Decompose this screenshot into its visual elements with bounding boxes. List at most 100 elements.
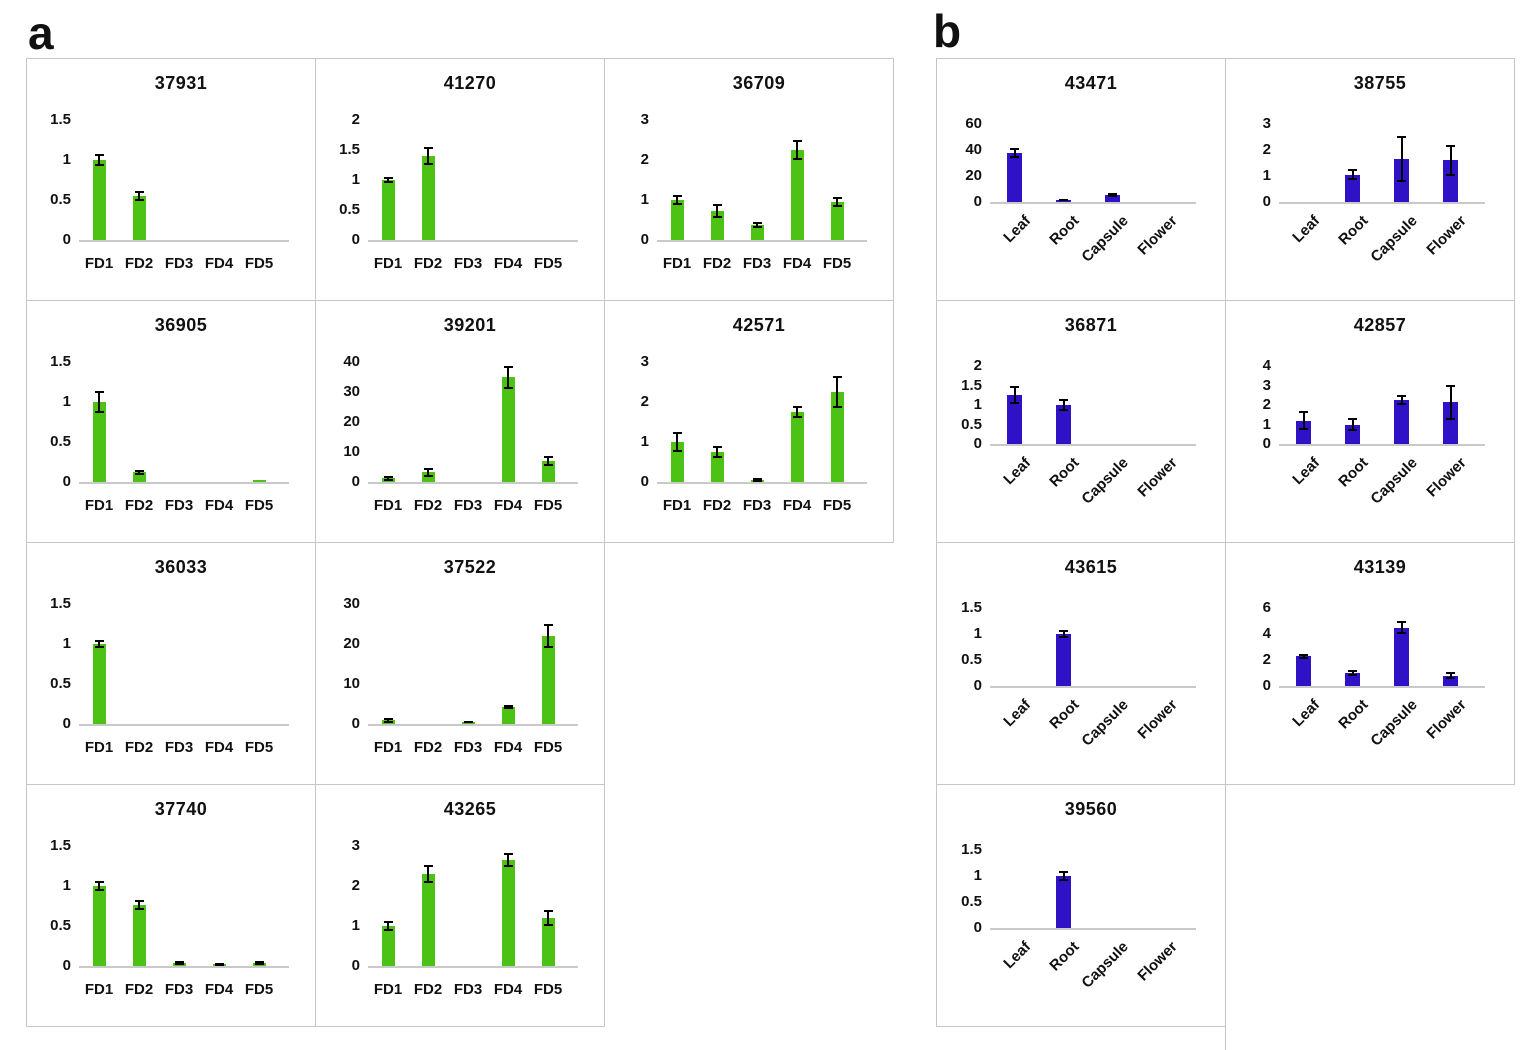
x-tick-label: FD1 <box>373 739 403 756</box>
error-bar-cap <box>134 908 144 911</box>
x-axis-baseline <box>990 444 1196 446</box>
error-bar-cap <box>383 929 393 931</box>
error-bar-cap <box>1299 410 1308 413</box>
bar-Flower <box>1443 675 1458 686</box>
x-axis-baseline <box>368 240 578 242</box>
error-bar-cap <box>712 445 722 448</box>
error-bar-cap <box>1299 653 1308 656</box>
error-bar <box>427 866 429 882</box>
y-tick-label: 0.5 <box>961 651 982 668</box>
y-tick-label: 2 <box>351 877 360 894</box>
error-bar <box>507 854 509 866</box>
x-tick-label: Leaf <box>999 938 1034 973</box>
bar-Capsule <box>1105 194 1120 202</box>
error-bar <box>1400 396 1403 405</box>
x-tick-label: FD4 <box>782 255 812 272</box>
error-bar-cap <box>543 623 553 626</box>
error-bar-cap <box>1299 428 1308 431</box>
x-tick-label: FD3 <box>164 255 194 272</box>
y-tick-label: 0.5 <box>961 415 982 433</box>
error-bar-cap <box>712 204 722 207</box>
error-bar-cap <box>1348 669 1357 672</box>
error-bar-cap <box>1299 656 1308 659</box>
error-bar-cap <box>94 154 104 157</box>
chart-cell-37740: 37740 0 0.5 1 1.5 FD1 FD2 FD3 FD4 FD5 <box>26 784 316 1027</box>
error-bar-cap <box>503 865 513 867</box>
y-tick-label: 1 <box>62 635 71 652</box>
bar-FD4 <box>501 707 515 724</box>
y-tick-label: 2 <box>351 111 360 128</box>
error-bar <box>387 719 389 722</box>
error-bar-cap <box>503 705 513 708</box>
x-tick-label: Capsule <box>1078 696 1132 750</box>
error-bar <box>1400 137 1403 182</box>
error-bar <box>1449 146 1452 175</box>
bar-FD2 <box>132 196 146 240</box>
chart-cell-37931: 37931 0 0.5 1 1.5 FD1 FD2 FD3 FD4 FD5 <box>26 58 316 301</box>
error-bar-cap <box>383 921 393 923</box>
y-tick-label: 0 <box>351 715 360 732</box>
error-bar <box>138 470 140 474</box>
y-tick-label: 4 <box>1262 625 1271 642</box>
chart-title: 37931 <box>154 73 208 93</box>
bar-Root <box>1056 876 1071 928</box>
error-bar-cap <box>1348 674 1357 677</box>
y-tick-label: 1 <box>640 191 649 208</box>
error-bar <box>547 457 549 465</box>
y-tick-label: 0 <box>640 231 649 248</box>
x-axis-baseline <box>79 240 289 242</box>
error-bar <box>98 882 100 890</box>
y-tick-label: 0 <box>62 231 71 248</box>
chart-title: 38755 <box>1353 73 1407 93</box>
y-tick-label: 3 <box>1262 115 1271 132</box>
error-bar-cap <box>503 386 513 389</box>
error-bar-cap <box>832 406 842 409</box>
y-tick-label: 0.5 <box>961 893 982 910</box>
x-tick-label: Leaf <box>1288 696 1323 731</box>
error-bar-cap <box>383 181 393 184</box>
x-tick-label: FD5 <box>244 497 274 514</box>
y-tick-label: 0 <box>1262 677 1271 694</box>
error-bar-cap <box>543 456 553 459</box>
y-tick-label: 0 <box>351 957 360 974</box>
x-tick-label: FD2 <box>413 255 443 272</box>
error-bar-cap <box>1010 155 1019 158</box>
error-bar <box>98 640 100 648</box>
error-bar <box>138 901 140 910</box>
y-tick-label: 20 <box>343 413 360 430</box>
x-tick-label: FD4 <box>204 981 234 998</box>
error-bar-cap <box>1397 632 1406 635</box>
x-tick-label: FD2 <box>124 981 154 998</box>
chart-title: 42571 <box>732 315 786 335</box>
error-bar-cap <box>752 221 762 224</box>
bar-FD5 <box>541 918 555 966</box>
chart-cell-36871: 36871 0 0.5 1 1.5 2 Leaf Root Capsule Flower <box>936 300 1226 543</box>
chart-cell-38755: 38755 0 1 2 3 Leaf Root Capsule Flower <box>1225 58 1515 301</box>
error-bar-cap <box>503 853 513 855</box>
x-tick-label: Flower <box>1134 454 1181 501</box>
error-bar <box>507 366 509 388</box>
y-tick-label: 1.5 <box>961 841 982 858</box>
chart-cell-43265: 43265 0 1 2 3 FD1 FD2 FD3 FD4 FD5 <box>315 784 605 1027</box>
y-tick-label: 2 <box>640 393 649 410</box>
error-bar <box>1351 670 1354 676</box>
x-tick-label: FD2 <box>124 255 154 272</box>
error-bar-cap <box>1348 169 1357 172</box>
y-tick-label: 4 <box>1262 357 1271 374</box>
chart-title: 36709 <box>732 73 786 93</box>
x-tick-label: FD4 <box>204 255 234 272</box>
bar-Leaf <box>1296 420 1311 444</box>
error-bar-cap <box>383 478 393 481</box>
error-bar-cap <box>423 147 433 150</box>
error-bar-cap <box>1059 630 1068 633</box>
error-bar-cap <box>1446 672 1455 675</box>
y-tick-label: 0 <box>1262 193 1271 210</box>
error-bar-cap <box>174 962 184 965</box>
y-tick-label: 0 <box>1262 435 1271 452</box>
y-tick-label: 3 <box>351 837 360 854</box>
error-bar-cap <box>94 881 104 883</box>
y-tick-label: 1.5 <box>961 599 982 616</box>
x-tick-label: Flower <box>1423 696 1470 743</box>
x-tick-label: Root <box>1335 454 1372 491</box>
panel-a-label: a <box>28 7 54 59</box>
